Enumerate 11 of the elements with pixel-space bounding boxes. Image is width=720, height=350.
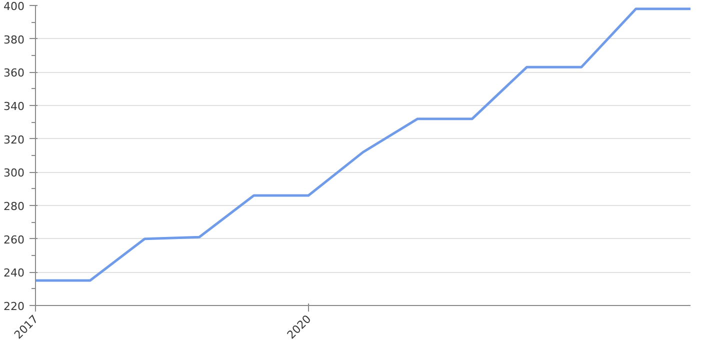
y-tick-label: 380 <box>4 33 25 46</box>
y-tick-label: 280 <box>4 200 25 213</box>
y-tick-label: 240 <box>4 266 25 280</box>
y-tick-label: 260 <box>4 233 25 246</box>
y-tick-label: 320 <box>4 133 25 146</box>
y-tick-label: 360 <box>4 66 25 80</box>
y-tick-label: 300 <box>4 166 25 180</box>
y-tick-label: 340 <box>4 100 25 113</box>
line-series <box>36 8 690 282</box>
y-tick-label: 400 <box>4 0 25 13</box>
y-tick-label: 220 <box>4 300 25 313</box>
